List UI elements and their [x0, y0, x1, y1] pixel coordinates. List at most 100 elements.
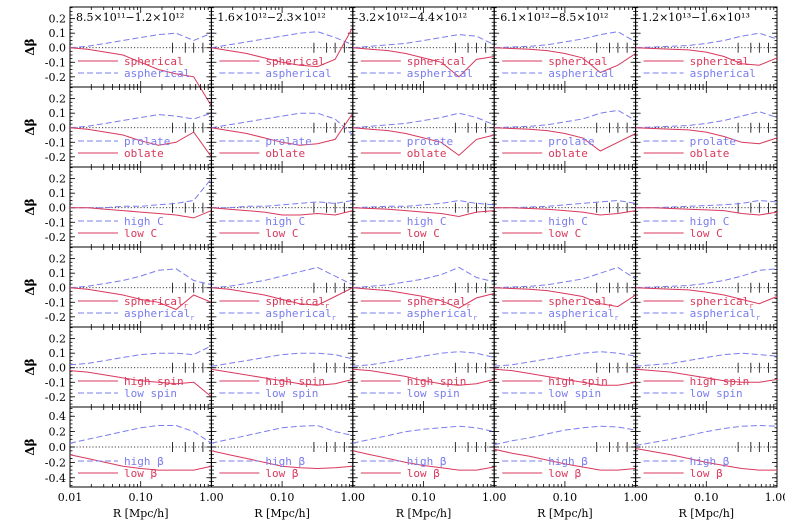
legend-label: high C — [548, 215, 588, 228]
legend-label: asphericalr — [690, 307, 760, 322]
x-tick-label: 0.10 — [128, 491, 153, 504]
series-solid-line — [635, 448, 777, 471]
column-title: 1.6×10¹²−2.3×10¹² — [217, 11, 325, 24]
series-dashed-line — [494, 425, 636, 446]
legend-label: high spin — [124, 375, 184, 388]
series-dashed-line — [494, 266, 636, 289]
delta-beta-label: Δβ — [23, 38, 37, 55]
series-solid-line — [635, 287, 778, 305]
series-solid-line — [635, 127, 778, 145]
series-dashed-line — [635, 424, 778, 446]
legend-label: high β — [407, 455, 447, 468]
legend-label: asphericalr — [124, 307, 194, 322]
series-solid-line — [69, 454, 212, 471]
legend-label: oblate — [265, 147, 305, 160]
y-tick-label: 0.4 — [49, 410, 67, 423]
legend-label: sphericalr — [265, 295, 329, 310]
series-solid-line — [494, 47, 636, 74]
legend-label: low β — [548, 467, 581, 480]
legend-label: asphericalr — [265, 307, 335, 322]
series-dashed-line — [635, 199, 778, 209]
legend-label: sphericalr — [124, 295, 188, 310]
legend-label: aspherical — [124, 67, 190, 80]
y-tick-label: -0.1 — [45, 376, 66, 389]
y-tick-label: -0.1 — [45, 216, 66, 229]
series-dashed-line — [635, 352, 778, 367]
delta-beta-label: Δβ — [23, 118, 37, 135]
legend-label: spherical — [548, 55, 608, 68]
y-tick-label: 0.1 — [49, 187, 67, 200]
series-solid-line — [352, 450, 495, 471]
x-tick-label: 1.00 — [199, 491, 224, 504]
legend-label: low spin — [548, 387, 601, 400]
series-solid-line — [69, 370, 212, 398]
y-tick-label: -0.1 — [45, 136, 66, 149]
y-tick-label: 0.2 — [49, 426, 67, 439]
legend-label: high spin — [407, 375, 467, 388]
legend-label: high C — [690, 215, 730, 228]
y-tick-label: -0.4 — [45, 472, 66, 485]
delta-beta-label: Δβ — [23, 198, 37, 215]
legend-label: aspherical — [265, 67, 331, 80]
series-dashed-line — [352, 112, 495, 129]
series-solid-line — [211, 450, 353, 470]
legend-label: prolate — [690, 135, 736, 148]
legend-label: spherical — [265, 55, 325, 68]
x-axis-title: R [Mpc/h] — [396, 507, 452, 520]
legend-label: high spin — [265, 375, 325, 388]
legend-label: sphericalr — [407, 295, 471, 310]
legend-label: aspherical — [690, 67, 756, 80]
series-dashed-line — [494, 351, 636, 367]
series-solid-line — [211, 112, 354, 146]
x-tick-label: 1.00 — [341, 491, 366, 504]
legend-label: high β — [265, 455, 305, 468]
legend-label: prolate — [548, 135, 594, 148]
delta-beta-label: Δβ — [23, 278, 37, 295]
y-tick-label: 0.1 — [49, 107, 67, 120]
legend-label: low C — [124, 227, 157, 240]
legend-label: oblate — [548, 147, 588, 160]
y-tick-label: 0.0 — [49, 362, 67, 375]
series-dashed-line — [352, 351, 495, 367]
series-dashed-line — [635, 111, 778, 129]
y-tick-label: -0.2 — [45, 151, 66, 164]
legend-label: high C — [124, 215, 164, 228]
series-dashed-line — [352, 34, 495, 49]
series-solid-line — [352, 287, 495, 309]
series-solid-line — [494, 448, 636, 471]
y-tick-label: 0.2 — [49, 253, 67, 266]
legend-label: spherical — [407, 55, 467, 68]
series-solid-line — [69, 287, 212, 311]
series-dashed-line — [211, 31, 353, 49]
series-dashed-line — [211, 112, 354, 136]
y-tick-label: 0.0 — [49, 122, 67, 135]
legend-label: high β — [124, 455, 164, 468]
series-dashed-line — [494, 31, 636, 49]
y-tick-label: 0.2 — [49, 173, 67, 186]
series-dashed-line — [352, 266, 495, 289]
y-tick-label: 0.0 — [49, 441, 67, 454]
legend-label: sphericalr — [548, 295, 612, 310]
y-tick-label: -0.1 — [45, 296, 66, 309]
legend-label: low spin — [690, 387, 743, 400]
x-axis-title: R [Mpc/h] — [254, 507, 310, 520]
y-tick-label: 0.1 — [49, 27, 67, 40]
legend-label: low C — [407, 227, 440, 240]
series-dashed-line — [352, 199, 495, 209]
